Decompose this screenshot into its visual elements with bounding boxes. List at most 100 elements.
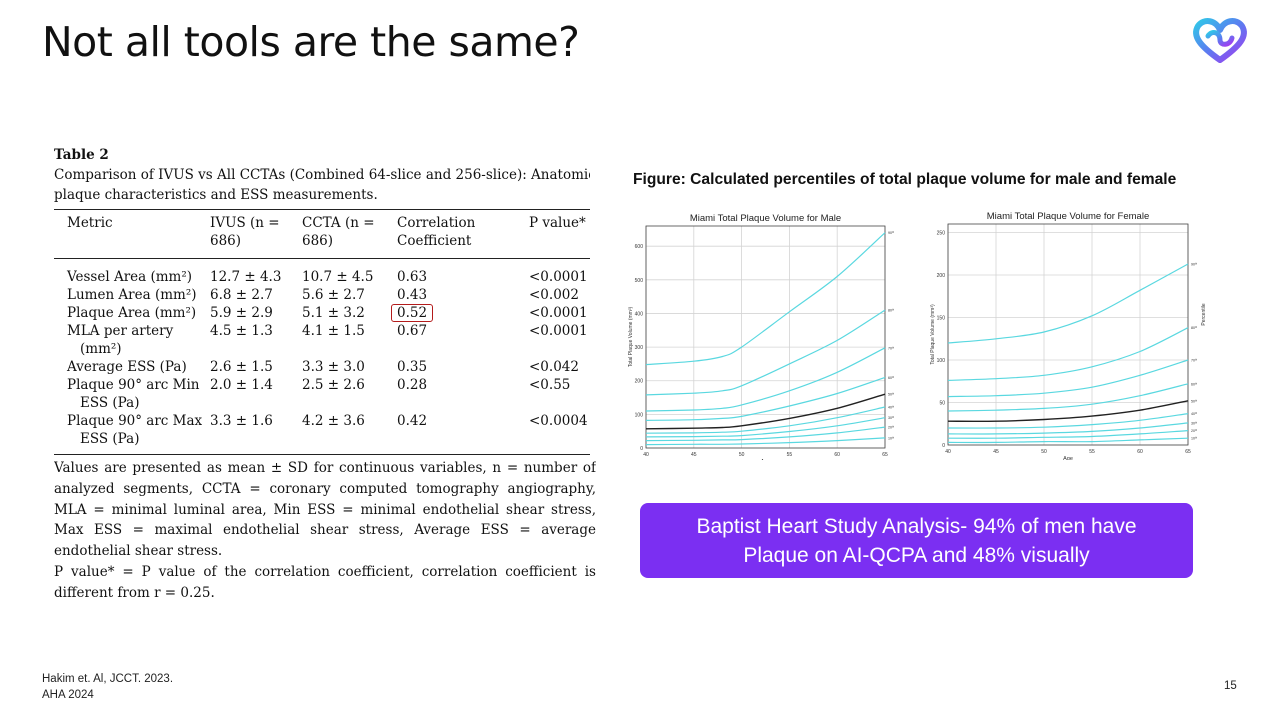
citation-line2: AHA 2024 bbox=[42, 689, 94, 701]
x-tick-label: 65 bbox=[882, 452, 888, 458]
series-label: 40ᵗʰ bbox=[888, 405, 895, 409]
series-label: 90ᵗʰ bbox=[1191, 262, 1198, 266]
x-axis-label: Age bbox=[1063, 456, 1073, 460]
y-tick-label: 0 bbox=[640, 446, 643, 452]
x-tick-label: 45 bbox=[691, 452, 697, 458]
y-tick-label: 100 bbox=[937, 358, 946, 364]
footnote-definitions: Values are presented as mean ± SD for co… bbox=[54, 460, 596, 560]
x-tick-label: 60 bbox=[834, 452, 840, 458]
series-line bbox=[645, 393, 886, 430]
series-label: 60ᵗʰ bbox=[888, 376, 895, 380]
series-label: 70ᵗʰ bbox=[888, 346, 895, 350]
cell-ccta: 2.5 ± 2.6 bbox=[302, 377, 365, 393]
series-line bbox=[645, 309, 886, 396]
cell-ccta: 4.2 ± 3.6 bbox=[302, 413, 365, 429]
cell-correlation: 0.35 bbox=[397, 359, 428, 375]
table-row: MLA per artery (mm²) 4.5 ± 1.3 4.1 ± 1.5 0.6… bbox=[54, 322, 590, 358]
table-label: Table 2 bbox=[54, 147, 109, 163]
x-tick-label: 55 bbox=[787, 452, 793, 458]
series-label: 60ᵗʰ bbox=[1191, 382, 1198, 386]
cell-ivus: 3.3 ± 1.6 bbox=[210, 413, 273, 429]
y-tick-label: 200 bbox=[635, 379, 644, 385]
cell-ivus: 12.7 ± 4.3 bbox=[210, 269, 282, 285]
y-tick-label: 400 bbox=[635, 311, 644, 317]
series-label: 30ᵗʰ bbox=[1191, 421, 1198, 425]
series-label: 50ᵗʰ bbox=[888, 393, 895, 397]
series-line bbox=[947, 422, 1189, 435]
table-row: Plaque 90° arc Max ESS (Pa) 3.3 ± 1.6 4.2 ±… bbox=[54, 412, 590, 455]
female-plaque-chart: Miami Total Plaque Volume for Female 40 45… bbox=[930, 211, 1207, 460]
table-row: Lumen Area (mm²) 6.8 ± 2.7 5.6 ± 2.7 0.43 <0… bbox=[54, 286, 590, 304]
cell-pvalue: <0.002 bbox=[529, 287, 579, 303]
y-tick-label: 0 bbox=[942, 443, 945, 449]
y-tick-label: 100 bbox=[635, 412, 644, 418]
y-tick-label: 200 bbox=[937, 273, 946, 279]
series-line bbox=[947, 383, 1189, 412]
comparison-table: Metric IVUS (n = 686) CCTA (n = 686) Corre… bbox=[54, 209, 590, 455]
cell-ivus: 6.8 ± 2.7 bbox=[210, 287, 273, 303]
header-pvalue: P value* bbox=[529, 215, 586, 231]
y-axis-label: Total Plaque Volume (mm³) bbox=[930, 304, 936, 365]
cell-ccta: 5.1 ± 3.2 bbox=[302, 305, 365, 321]
x-tick-label: 65 bbox=[1185, 449, 1191, 455]
cell-metric: Plaque Area (mm²) bbox=[67, 305, 197, 321]
cell-pvalue: <0.55 bbox=[529, 377, 571, 393]
comparison-table-block: Table 2 Comparison of IVUS vs All CCTAs … bbox=[54, 145, 590, 455]
series-line bbox=[947, 430, 1189, 439]
series-line bbox=[947, 327, 1189, 381]
header-metric: Metric bbox=[67, 215, 113, 231]
cell-ccta: 10.7 ± 4.5 bbox=[302, 269, 374, 285]
y-tick-label: 500 bbox=[635, 278, 644, 284]
cell-ivus: 4.5 ± 1.3 bbox=[210, 323, 273, 339]
y-tick-label: 50 bbox=[939, 401, 945, 407]
y-tick-label: 250 bbox=[937, 231, 946, 237]
table-header-row: Metric IVUS (n = 686) CCTA (n = 686) Corre… bbox=[54, 209, 590, 259]
y-tick-label: 150 bbox=[937, 316, 946, 322]
series-line bbox=[645, 347, 886, 412]
table-row: Average ESS (Pa) 2.6 ± 1.5 3.3 ± 3.0 0.35 <0… bbox=[54, 358, 590, 376]
table-caption-line1: Comparison of IVUS vs All CCTAs (Combine… bbox=[54, 167, 590, 183]
cell-correlation: 0.28 bbox=[397, 377, 428, 393]
series-line bbox=[645, 417, 886, 438]
x-tick-label: 40 bbox=[643, 452, 649, 458]
cell-pvalue: <0.0001 bbox=[529, 305, 588, 321]
series-line bbox=[947, 400, 1189, 423]
chart-title: Miami Total Plaque Volume for Male bbox=[690, 213, 841, 224]
banner-line2: Plaque on AI-QCPA and 48% visually bbox=[743, 543, 1090, 567]
cell-metric: MLA per artery (mm²) bbox=[67, 323, 174, 357]
series-label: 20ᵗʰ bbox=[888, 426, 895, 430]
cell-correlation: 0.43 bbox=[397, 287, 428, 303]
series-line bbox=[947, 359, 1189, 398]
series-line bbox=[645, 376, 886, 421]
cell-metric: Plaque 90° arc Min ESS (Pa) bbox=[67, 377, 200, 411]
cell-correlation: 0.52 bbox=[391, 304, 529, 322]
header-correlation: Correlation Coefficient bbox=[397, 215, 476, 249]
cell-ivus: 2.0 ± 1.4 bbox=[210, 377, 273, 393]
right-axis-label: Percentile bbox=[1201, 303, 1207, 325]
highlighted-correlation: 0.52 bbox=[391, 304, 434, 322]
figure-title: Figure: Calculated percentiles of total … bbox=[633, 171, 1177, 188]
cell-ccta: 4.1 ± 1.5 bbox=[302, 323, 365, 339]
series-label: 10ᵗʰ bbox=[1191, 437, 1198, 441]
page-number: 15 bbox=[1224, 680, 1237, 692]
table-footnote: Values are presented as mean ± SD for co… bbox=[54, 458, 596, 604]
series-line bbox=[645, 426, 886, 442]
cell-pvalue: <0.042 bbox=[529, 359, 579, 375]
series-label: 20ᵗʰ bbox=[1191, 429, 1198, 433]
header-ccta: CCTA (n = 686) bbox=[302, 215, 375, 249]
y-axis-label: Total Plaque Volume (mm³) bbox=[628, 307, 634, 368]
male-plaque-chart: Miami Total Plaque Volume for Male 40 45 50… bbox=[628, 213, 895, 460]
series-label: 70ᵗʰ bbox=[1191, 359, 1198, 363]
series-line bbox=[645, 232, 886, 366]
y-tick-label: 600 bbox=[635, 244, 644, 250]
plot-frame bbox=[645, 225, 886, 449]
citation-line1: Hakim et. Al, JCCT. 2023. bbox=[42, 673, 174, 685]
cell-pvalue: <0.0004 bbox=[529, 413, 588, 429]
heart-logo-icon bbox=[1193, 18, 1247, 63]
x-tick-label: 60 bbox=[1137, 449, 1143, 455]
series-label: 80ᵗʰ bbox=[888, 309, 895, 313]
cell-ivus: 5.9 ± 2.9 bbox=[210, 305, 273, 321]
cell-ccta: 3.3 ± 3.0 bbox=[302, 359, 365, 375]
x-tick-label: 50 bbox=[739, 452, 745, 458]
cell-metric: Lumen Area (mm²) bbox=[67, 287, 197, 303]
